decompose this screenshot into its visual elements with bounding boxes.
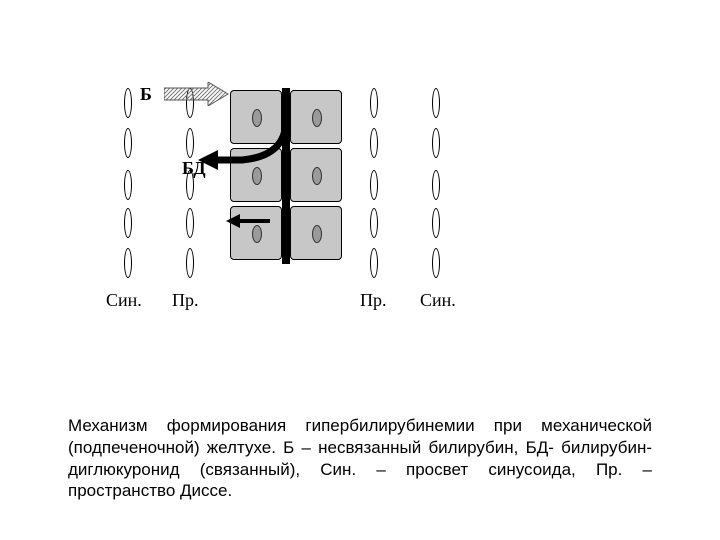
cell-nucleus: [312, 225, 322, 243]
cell-nucleus: [312, 109, 322, 127]
hepatocyte-cell: [290, 206, 342, 260]
bd-reflux-arrow-icon: [198, 116, 298, 172]
cell-nucleus: [312, 167, 322, 185]
sinusoid-wall: [432, 248, 440, 278]
liver-diagram: Б БД Син. Пр. Пр. Син.: [110, 90, 480, 340]
bile-canal: [282, 88, 290, 264]
pr-right-label: Пр.: [360, 290, 387, 311]
pr-left-label: Пр.: [172, 290, 199, 311]
sin-right-label: Син.: [420, 290, 456, 311]
figure-caption: Механизм формирования гипербилирубинемии…: [68, 415, 652, 502]
sinusoid-wall: [186, 128, 194, 158]
sinusoid-wall: [432, 88, 440, 118]
sinusoid-wall: [186, 248, 194, 278]
sinusoid-wall: [124, 208, 132, 238]
sinusoid-wall: [370, 170, 378, 200]
sinusoid-wall: [370, 208, 378, 238]
sinusoid-wall: [432, 170, 440, 200]
sinusoid-wall: [370, 128, 378, 158]
small-left-arrow-icon: [226, 214, 272, 228]
b-label: Б: [140, 84, 152, 105]
sinusoid-wall: [370, 248, 378, 278]
sinusoid-wall: [370, 88, 378, 118]
sinusoid-wall: [186, 208, 194, 238]
sin-left-label: Син.: [106, 290, 142, 311]
b-entry-arrow-icon: [164, 82, 230, 106]
sinusoid-wall: [124, 170, 132, 200]
sinusoid-wall: [124, 88, 132, 118]
sinusoid-wall: [432, 208, 440, 238]
sinusoid-wall: [432, 128, 440, 158]
sinusoid-wall: [124, 248, 132, 278]
bd-label: БД: [182, 158, 206, 179]
sinusoid-wall: [124, 128, 132, 158]
